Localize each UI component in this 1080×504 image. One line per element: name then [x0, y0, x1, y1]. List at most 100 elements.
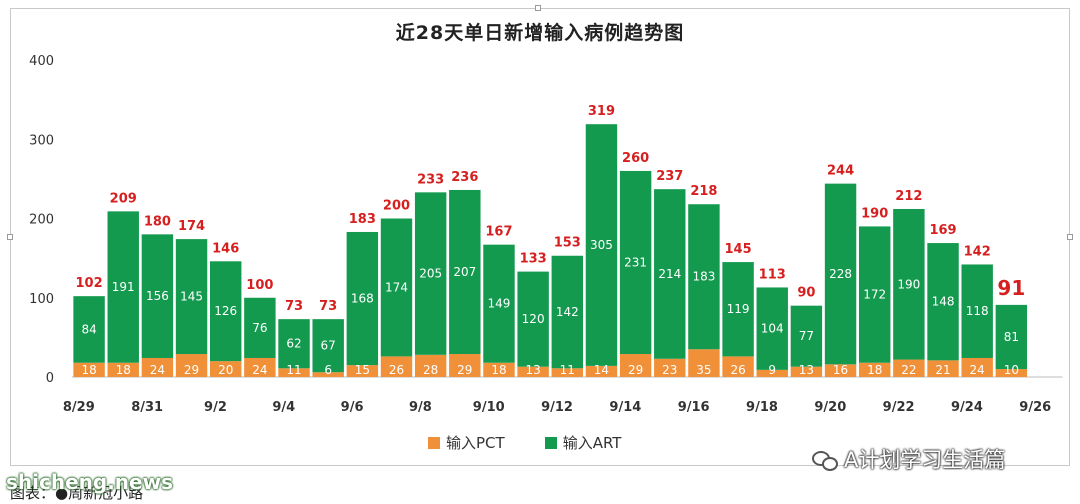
legend-swatch-art: [544, 436, 557, 449]
wechat-watermark: A计划学习生活篇: [812, 444, 1005, 474]
x-tick-label: 9/16: [678, 400, 710, 415]
bar-art: [551, 255, 584, 369]
legend-label-art: 输入ART: [562, 434, 622, 452]
resize-handle-left[interactable]: [7, 234, 13, 240]
bar-art: [449, 189, 481, 355]
bar-pct: [585, 365, 618, 377]
bar-total-label: 237: [656, 169, 683, 184]
bar-art: [585, 124, 618, 366]
bar-pct-label: 9: [768, 363, 776, 377]
bar-pct-label: 18: [491, 363, 506, 377]
bar-total-label: 218: [690, 184, 717, 199]
bar-pct-label: 29: [184, 363, 199, 377]
bar-art: [312, 319, 344, 373]
bar-art-label: 305: [590, 238, 613, 252]
bar-art: [790, 305, 823, 367]
bar-total-label: 183: [349, 212, 376, 227]
bar-total-label: 190: [861, 206, 888, 221]
y-tick-label: 400: [29, 54, 54, 69]
bar-art: [244, 297, 276, 358]
x-tick-label: 9/24: [951, 400, 983, 415]
bar-pct-label: 13: [525, 363, 540, 377]
bar-total-label: 142: [964, 244, 991, 259]
bar-total-label: 153: [554, 236, 581, 251]
bar-art: [483, 244, 515, 363]
legend-label-pct: 输入PCT: [446, 434, 505, 452]
bar-pct: [756, 369, 788, 377]
x-tick-label: 8/29: [63, 400, 95, 415]
bar-pct-label: 24: [252, 363, 267, 377]
bar-pct: [244, 357, 276, 377]
bar-total-label: 209: [110, 191, 137, 206]
bar-art-label: 145: [180, 290, 203, 304]
bar-art-label: 231: [624, 255, 647, 269]
bar-pct-label: 18: [867, 363, 882, 377]
bar-pct-label: 22: [901, 363, 916, 377]
bar-pct: [654, 358, 686, 377]
x-tick-label: 9/26: [1019, 400, 1051, 415]
wechat-watermark-text: A计划学习生活篇: [844, 448, 1006, 472]
bar-total-label: 133: [520, 252, 547, 267]
bar-pct: [312, 372, 344, 377]
resize-handle-right[interactable]: [1067, 234, 1073, 240]
bar-art-label: 228: [829, 267, 852, 281]
bar-art-label: 62: [286, 337, 301, 351]
bar-pct-label: 29: [457, 363, 472, 377]
bar-art: [107, 211, 139, 363]
bar-pct-label: 24: [150, 363, 165, 377]
bar-art: [824, 183, 857, 365]
bar-art-label: 207: [453, 265, 476, 279]
caption: 图表：●周新冠小路: [10, 484, 144, 502]
bar-art-label: 149: [488, 297, 511, 311]
x-tick-label: 8/31: [131, 400, 163, 415]
bar-total-label: 244: [827, 164, 854, 179]
bar-pct-label: 23: [662, 363, 677, 377]
bar-art: [414, 192, 447, 355]
bar-pct-label: 6: [324, 363, 332, 377]
bar-total-label: 90: [797, 286, 815, 301]
bar-pct: [449, 354, 481, 377]
bar-pct-label: 26: [389, 363, 404, 377]
bar-pct-label: 24: [970, 363, 985, 377]
bar-pct-label: 11: [286, 363, 301, 377]
bar-art-label: 183: [692, 270, 715, 284]
bar-art: [859, 226, 891, 363]
bar-pct-label: 16: [833, 363, 848, 377]
bar-pct: [380, 356, 413, 377]
bar-pct: [790, 366, 823, 377]
bar-art-label: 84: [81, 322, 96, 336]
bar-art: [209, 261, 242, 362]
bar-pct: [73, 362, 105, 377]
bar-art: [141, 234, 174, 358]
bar-pct-label: 13: [799, 363, 814, 377]
bar-pct-label: 11: [560, 363, 575, 377]
y-tick-label: 200: [29, 213, 54, 228]
site-watermark: shicheng.news: [6, 470, 173, 494]
bar-art-label: 174: [385, 280, 408, 294]
bar-art-label: 190: [897, 277, 920, 291]
bar-pct: [517, 366, 549, 377]
bar-art-label: 126: [214, 304, 237, 318]
bar-art-label: 191: [112, 280, 135, 294]
bar-total-label: 260: [622, 151, 649, 166]
y-tick-label: 300: [29, 133, 54, 148]
legend-swatch-pct: [428, 436, 440, 449]
bar-art: [893, 208, 925, 360]
bar-art: [927, 243, 959, 361]
resize-handle-top[interactable]: [535, 5, 541, 11]
bar-total-label: 91: [997, 276, 1025, 300]
y-tick-label: 100: [29, 292, 54, 307]
bar-art: [517, 271, 549, 367]
x-tick-label: 9/10: [473, 400, 505, 415]
bar-total-label: 169: [929, 223, 956, 238]
bar-art-label: 142: [556, 305, 579, 319]
bar-pct: [278, 368, 310, 377]
bar-art: [346, 231, 379, 366]
bar-pct-label: 14: [594, 363, 609, 377]
bar-art: [73, 296, 105, 363]
bar-total-label: 102: [76, 276, 103, 291]
bar-pct: [551, 368, 584, 377]
bar-art-label: 168: [351, 292, 374, 306]
bar-total-label: 319: [588, 104, 615, 119]
bar-pct-label: 10: [1004, 363, 1019, 377]
